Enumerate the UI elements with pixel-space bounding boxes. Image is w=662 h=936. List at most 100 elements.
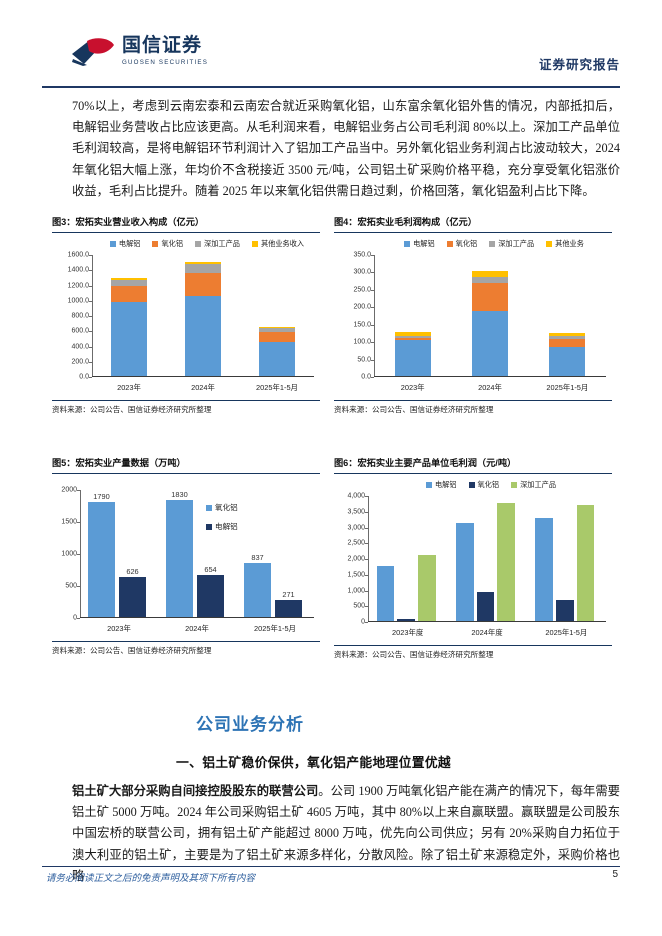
x-tick-label: 2023年 — [117, 383, 141, 392]
bar-segment — [111, 279, 147, 286]
x-tick-label: 2024年 — [185, 624, 209, 633]
legend-label: 氧化铝 — [477, 480, 500, 489]
figure-6-title: 图6：宏拓实业主要产品单位毛利润（元/吨） — [334, 458, 517, 468]
y-tick — [365, 511, 368, 513]
legend-item: 氧化铝 — [152, 239, 183, 249]
legend-label: 氧化铝 — [215, 503, 238, 512]
bar — [376, 566, 395, 621]
stacked-bar — [111, 277, 147, 376]
y-tick-label: 500 — [65, 582, 77, 590]
legend-item: 其他业务收入 — [251, 239, 304, 249]
page-number: 5 — [612, 869, 618, 880]
legend-label: 电解铝 — [118, 239, 141, 248]
legend-swatch-icon — [195, 241, 202, 247]
legend-swatch-icon — [206, 504, 212, 511]
y-tick-label: 100.0 — [353, 338, 371, 346]
legend-label: 电解铝 — [215, 522, 238, 531]
figure-6: 图6：宏拓实业主要产品单位毛利润（元/吨） 电解铝 氧化铝 深加工产品 0 500 1,0… — [334, 457, 612, 660]
fig3-plot-area: 0.0 200.0 400.0 600.0 800.0 1000.0 1200.0 1400.… — [68, 252, 314, 392]
y-tick-label: 1000 — [61, 550, 77, 558]
y-tick — [365, 590, 368, 592]
figure-5: 图5：宏拓实业产量数据（万吨） 氧化铝 电解铝 0 500 1000 1500 2000 20… — [52, 457, 320, 656]
bar — [88, 502, 115, 617]
legend-label: 电解铝 — [413, 239, 435, 248]
bar — [576, 504, 595, 621]
brand-name-cn: 国信证券 — [122, 35, 203, 56]
figure-5-chart: 氧化铝 电解铝 0 500 1000 1500 2000 2023年 1790 626 2024年 1… — [52, 480, 320, 638]
figure-3: 图3：宏拓实业营业收入构成（亿元） 电解铝 氧化铝 深加工产品 其他业务收入 0.0 20… — [52, 216, 320, 415]
y-axis — [92, 255, 93, 377]
page-header: 国信证券 GUOSEN SECURITIES 证券研究报告 — [0, 0, 662, 92]
legend-swatch-icon — [206, 523, 212, 530]
y-tick — [77, 490, 80, 491]
bar — [397, 618, 415, 621]
legend-item: 电解铝 — [206, 521, 238, 532]
legend-item: 电解铝 — [109, 239, 141, 249]
bar-segment — [549, 333, 586, 337]
legend-swatch-icon — [152, 241, 159, 247]
x-axis — [368, 621, 606, 622]
legend-swatch-icon — [546, 241, 553, 247]
figure-3-source: 资料来源：公司公告、国信证券经济研究所整理 — [52, 405, 212, 414]
bar — [476, 591, 495, 621]
figure-3-title: 图3：宏拓实业营业收入构成（亿元） — [52, 217, 205, 227]
bar-value-label: 1830 — [171, 489, 188, 499]
y-tick — [365, 543, 368, 545]
bar-value-label: 837 — [251, 553, 264, 563]
brand-name-en: GUOSEN SECURITIES — [122, 59, 209, 66]
bar-value-label: 1790 — [93, 492, 110, 502]
y-tick-label: 500 — [353, 602, 365, 610]
header-divider — [42, 86, 620, 88]
bar-segment — [185, 295, 221, 376]
y-tick-label: 0.0 — [361, 373, 371, 381]
legend-label: 深加工产品 — [204, 239, 240, 248]
paragraph-rest: 。公司 1900 万吨氧化铝产能在满产的情况下，每年需要铝土矿 5000 万吨。… — [72, 784, 620, 883]
figure-3-frame: 电解铝 氧化铝 深加工产品 其他业务收入 0.0 200.0 400.0 600.0 800.0… — [52, 232, 320, 401]
bar-segment — [259, 327, 295, 333]
section-heading: 公司业务分析 — [196, 715, 304, 734]
fig4-legend: 电解铝 氧化铝 深加工产品 其他业务 — [380, 239, 608, 249]
bar-segment — [549, 339, 586, 348]
bar-segment — [259, 332, 295, 343]
legend-swatch-icon — [425, 482, 432, 488]
legend-swatch-icon — [251, 241, 258, 247]
y-tick-label: 3,000 — [347, 524, 365, 531]
guosen-logo-icon — [70, 37, 116, 67]
bar-value-label: 626 — [126, 566, 139, 576]
legend-item: 氧化铝 — [446, 239, 478, 249]
section-subheading: 一、铝土矿稳价保供，氧化铝产能地理位置优越 — [176, 755, 452, 770]
figure-6-source: 资料来源：公司公告、国信证券经济研究所整理 — [334, 650, 494, 659]
x-tick-label: 2024年 — [191, 383, 215, 392]
legend-item: 电解铝 — [425, 480, 457, 490]
y-tick-label: 1000.0 — [67, 297, 89, 305]
x-tick-label: 2025年1-5月 — [545, 628, 588, 637]
legend-swatch-icon — [511, 482, 518, 488]
bar — [197, 575, 224, 617]
y-tick — [371, 377, 374, 378]
y-tick-label: 3,500 — [347, 508, 365, 516]
y-tick-label: 300.0 — [353, 268, 371, 276]
x-tick-label: 2023年 — [400, 383, 425, 392]
fig5-legend: 氧化铝 电解铝 — [206, 502, 238, 532]
bar — [497, 503, 515, 621]
y-tick — [89, 361, 92, 363]
legend-label: 氧化铝 — [455, 239, 478, 248]
y-tick — [77, 586, 80, 587]
x-tick-label: 2024年度 — [471, 628, 503, 637]
bar-segment — [185, 264, 221, 273]
figure-5-frame: 氧化铝 电解铝 0 500 1000 1500 2000 2023年 1790 626 2024年 1… — [52, 473, 320, 642]
y-tick — [89, 285, 92, 287]
bar-segment — [472, 310, 508, 376]
bar-segment — [111, 285, 147, 302]
stacked-bar — [185, 261, 221, 376]
report-type-label: 证券研究报告 — [538, 58, 620, 72]
stacked-bar — [472, 271, 508, 376]
figure-5-source: 资料来源：公司公告、国信证券经济研究所整理 — [52, 646, 212, 655]
y-tick-label: 150.0 — [353, 321, 371, 329]
y-tick-label: 200.0 — [353, 303, 371, 311]
legend-item: 深加工产品 — [489, 239, 534, 249]
y-tick-label: 2,500 — [347, 539, 365, 547]
legend-item: 氧化铝 — [206, 502, 238, 513]
y-tick-label: 800.0 — [71, 312, 89, 320]
